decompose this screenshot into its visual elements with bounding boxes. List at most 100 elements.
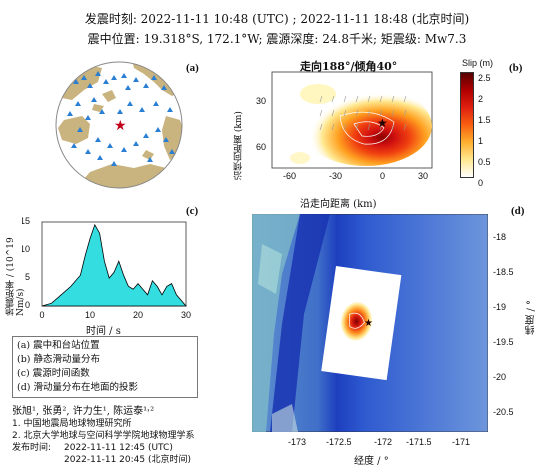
station-icon <box>111 75 117 80</box>
slip-vector <box>367 109 371 117</box>
panel-d-xlabel: 经度 / ° <box>354 456 389 467</box>
colorbar-label: Slip (m) <box>462 58 493 68</box>
station-icon <box>77 127 83 132</box>
slip-vector <box>403 123 407 131</box>
station-icon <box>151 75 157 80</box>
colorbar-ticks: 2.5 2 1.5 1 0.5 0 <box>478 73 491 188</box>
station-icon <box>161 85 167 90</box>
station-icon <box>121 147 127 152</box>
slip-vector <box>331 123 335 131</box>
release-utc: 2022-11-11 12:45 (UTC) <box>64 443 173 453</box>
panel-legend: (a) 震中和台站位置 (b) 静态滑动量分布 (c) 震源时间函数 (d) 滑… <box>12 336 198 398</box>
panel-b-xlabel: 沿走向距离 (km) <box>300 199 377 210</box>
d-yticks: -18 -18.5 -19 -19.5 -20 -20.5 <box>493 232 514 417</box>
station-icon <box>71 143 77 148</box>
epicenter-info: 震中位置: 19.318°S, 172.1°W; 震源深度: 24.8千米; 矩… <box>87 32 467 46</box>
slip-vector <box>403 95 407 103</box>
station-icon <box>133 77 139 82</box>
release-label: 发布时间: <box>12 443 52 453</box>
station-icon <box>155 127 161 132</box>
station-icon <box>143 133 149 138</box>
panel-d-label: (d) <box>511 205 525 217</box>
stf-area <box>41 223 187 307</box>
globe-map: ★ <box>55 61 183 189</box>
affiliation-2: 2. 北京大学地球与空间科学学院地球物理学系 <box>12 431 195 441</box>
slip-vector <box>343 95 347 103</box>
station-icon <box>95 71 101 76</box>
slip-vector <box>391 95 395 103</box>
panel-b-title: 走向188°/倾角40° <box>300 60 398 73</box>
station-icon <box>127 101 133 106</box>
station-icon <box>85 149 91 154</box>
b-ytick: 60 <box>256 142 266 152</box>
station-icon <box>167 107 173 112</box>
slip-vector <box>367 95 371 103</box>
station-icon <box>169 149 175 154</box>
c-ytick: 0 <box>25 300 30 310</box>
slip-vector <box>319 123 323 131</box>
c-xtick: 10 <box>85 310 95 320</box>
c-xtick: 20 <box>133 310 143 320</box>
panel-d-ylabel: 纬度 / ° <box>526 300 537 335</box>
map-epicenter-star-icon: ★ <box>364 318 373 329</box>
legend-item: (a) 震中和台站位置 <box>17 340 100 351</box>
station-icon <box>103 79 109 84</box>
station-icon <box>91 97 97 102</box>
station-icon <box>81 75 87 80</box>
panel-a-label: (a) <box>186 62 199 74</box>
slip-vector <box>355 95 359 103</box>
slip-vector <box>367 123 371 131</box>
slip-vector <box>331 109 335 117</box>
station-icon <box>85 115 91 120</box>
panel-c-label: (c) <box>186 205 199 217</box>
station-icon <box>107 143 113 148</box>
b-xtick: 0 <box>380 171 385 181</box>
c-xtick: 0 <box>39 310 44 320</box>
slip-vector <box>319 95 323 103</box>
slip-vector <box>403 109 407 117</box>
station-icon <box>143 83 149 88</box>
legend-item: (c) 震源时间函数 <box>17 368 90 379</box>
station-icon <box>99 109 105 114</box>
station-icon <box>133 141 139 146</box>
slip-vector <box>391 109 395 117</box>
station-icon <box>153 101 159 106</box>
authors: 张旭¹, 张勇², 许力生¹, 陈运泰¹˒² <box>12 406 155 417</box>
epicenter-star-icon: ★ <box>114 118 127 134</box>
slip-vector <box>379 109 383 117</box>
colorbar <box>460 72 474 178</box>
station-icon <box>95 137 101 142</box>
station-icon <box>139 107 145 112</box>
slip-vector <box>331 95 335 103</box>
station-icon <box>163 137 169 142</box>
b-ytick: 30 <box>256 96 266 106</box>
slip-heatmap: ★ -60 -30 0 30 30 60 <box>256 71 433 181</box>
b-xtick: -60 <box>283 171 296 181</box>
release-beijing: 2022-11-11 20:45 (北京时间) <box>64 455 191 465</box>
c-ytick: 15 <box>22 216 30 226</box>
bathymetry-map: ★ <box>252 214 488 432</box>
station-icon <box>97 155 103 160</box>
hypocenter-star-icon: ★ <box>377 116 388 130</box>
c-ytick: 5 <box>25 272 30 282</box>
slip-vector <box>343 109 347 117</box>
slip-vector <box>391 123 395 131</box>
panel-b-ylabel: 沿倾向距离 (km) <box>234 111 244 180</box>
slip-vector <box>343 123 347 131</box>
station-icon <box>67 111 73 116</box>
panel-b-label: (b) <box>509 62 523 74</box>
station-icon <box>87 83 93 88</box>
slip-vector <box>379 123 383 131</box>
station-icon <box>147 157 153 162</box>
b-xtick: 30 <box>418 171 428 181</box>
station-icon <box>75 101 81 106</box>
station-icon <box>121 73 127 78</box>
legend-item: (d) 滑动量分布在地面的投影 <box>17 382 139 393</box>
station-icon <box>73 79 79 84</box>
slip-vector <box>355 123 359 131</box>
b-xtick: -30 <box>329 171 342 181</box>
station-icon <box>111 161 117 166</box>
origin-time: 发震时刻: 2022-11-11 10:48 (UTC) ; 2022-11-1… <box>84 12 470 26</box>
c-ytick: 10 <box>22 244 30 254</box>
slip-vector <box>379 95 383 103</box>
